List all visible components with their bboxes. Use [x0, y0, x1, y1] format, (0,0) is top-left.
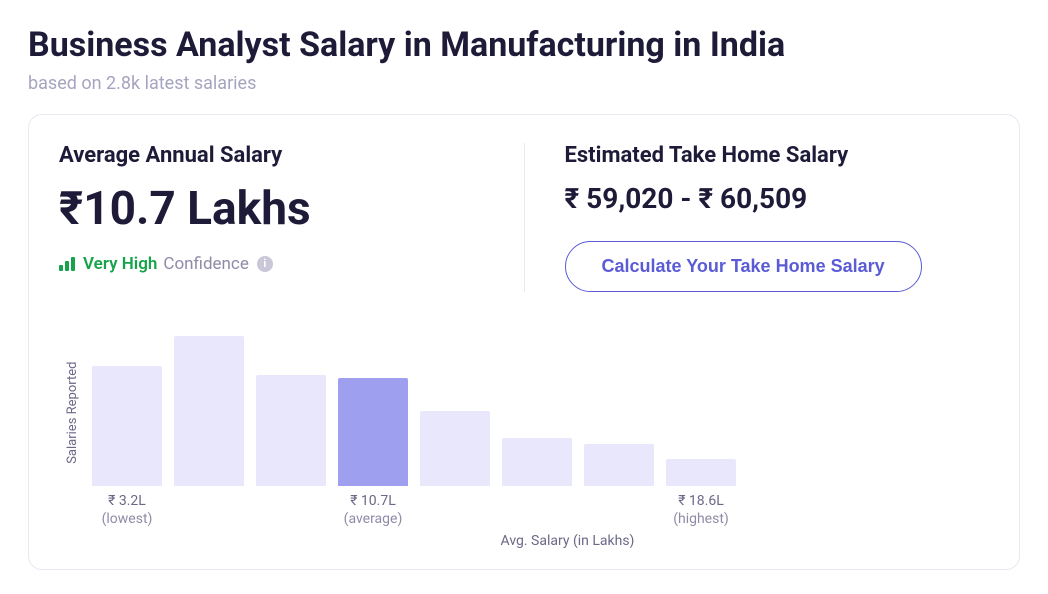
confidence-bars-icon: [59, 257, 75, 271]
chart-bar: [666, 459, 736, 486]
chart-bar: [584, 444, 654, 486]
chart-bar: [502, 438, 572, 486]
chart-bar: [92, 366, 162, 486]
chart-bar: [174, 336, 244, 486]
page-subtitle: based on 2.8k latest salaries: [28, 73, 1020, 94]
chart-tick: [174, 492, 244, 530]
info-icon[interactable]: i: [257, 256, 273, 272]
confidence-text: Confidence: [163, 254, 248, 274]
chart-tick-label: (average): [338, 510, 408, 529]
chart-tick: [420, 492, 490, 530]
chart-tick-label: (highest): [666, 510, 736, 529]
chart-tick-value: ₹ 10.7L: [338, 492, 408, 511]
chart-tick: ₹ 10.7L(average): [338, 492, 408, 530]
average-salary-label: Average Annual Salary: [59, 143, 484, 168]
chart-bar: [256, 375, 326, 486]
average-salary-section: Average Annual Salary ₹10.7 Lakhs Very H…: [59, 143, 525, 292]
average-salary-value: ₹10.7 Lakhs: [59, 182, 484, 236]
takehome-value: ₹ 59,020 - ₹ 60,509: [565, 182, 990, 215]
chart-tick: ₹ 18.6L(highest): [666, 492, 736, 530]
chart-bar: [338, 378, 408, 486]
confidence-level: Very High: [83, 254, 157, 274]
chart-tick: ₹ 3.2L(lowest): [92, 492, 162, 530]
confidence-row: Very High Confidence i: [59, 254, 484, 274]
page-title: Business Analyst Salary in Manufacturing…: [28, 24, 1020, 67]
chart-x-axis-label: Avg. Salary (in Lakhs): [86, 533, 989, 549]
chart-tick-label: (lowest): [92, 510, 162, 529]
salary-distribution-chart: Salaries Reported ₹ 3.2L(lowest)₹ 10.7L(…: [59, 336, 989, 550]
chart-tick: [584, 492, 654, 530]
chart-bar: [420, 411, 490, 486]
takehome-label: Estimated Take Home Salary: [565, 143, 990, 168]
chart-tick: [502, 492, 572, 530]
summary-row: Average Annual Salary ₹10.7 Lakhs Very H…: [59, 143, 989, 292]
chart-tick-value: ₹ 3.2L: [92, 492, 162, 511]
calculate-takehome-button[interactable]: Calculate Your Take Home Salary: [565, 241, 922, 292]
chart-tick-value: ₹ 18.6L: [666, 492, 736, 511]
chart-bars: [86, 336, 989, 486]
chart-x-ticks: ₹ 3.2L(lowest) ₹ 10.7L(average) ₹ 18.6L(hi…: [86, 492, 989, 530]
takehome-section: Estimated Take Home Salary ₹ 59,020 - ₹ …: [525, 143, 990, 292]
chart-y-axis-label: Salaries Reported: [59, 336, 86, 490]
salary-card: Average Annual Salary ₹10.7 Lakhs Very H…: [28, 114, 1020, 571]
chart-tick: [256, 492, 326, 530]
